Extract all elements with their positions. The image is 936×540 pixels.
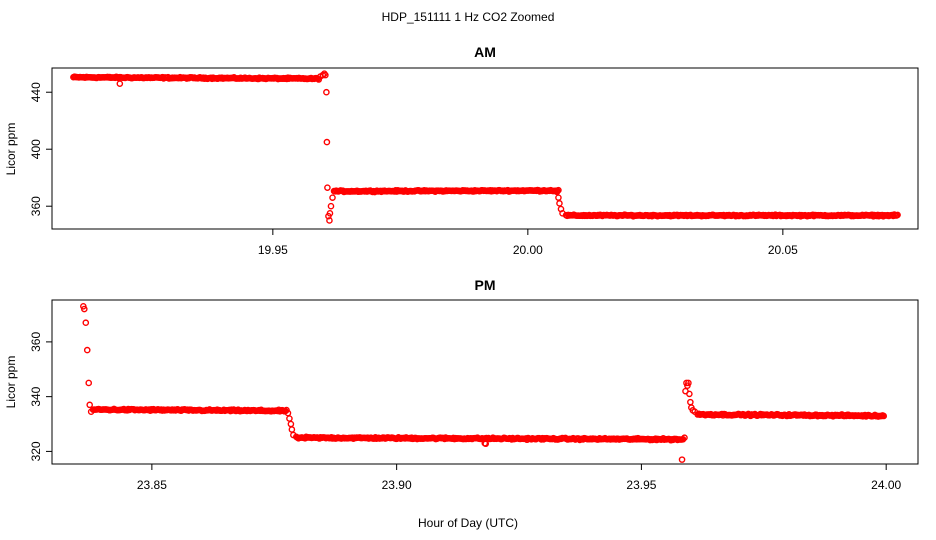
pm-x-axis: 23.85 23.90 23.95 24.00 <box>137 464 902 492</box>
am-data-point <box>323 88 330 96</box>
am-data-point <box>323 138 331 146</box>
pm-y-tick-label: 360 <box>29 332 43 352</box>
am-y-tick-label: 400 <box>29 139 43 159</box>
pm-data-point <box>686 390 693 398</box>
am-y-axis: 360 400 440 <box>29 82 52 216</box>
pm-y-tick-label: 320 <box>29 441 43 461</box>
pm-x-tick-label: 23.85 <box>137 478 167 492</box>
pm-data-point <box>286 415 293 422</box>
pm-y-tick-label: 340 <box>29 386 43 406</box>
pm-x-tick-label: 23.90 <box>382 478 412 492</box>
pm-data-point <box>880 412 888 420</box>
pm-data-point <box>687 398 694 406</box>
pm-panel-title: PM <box>475 277 496 293</box>
pm-data-point <box>83 346 91 354</box>
am-data-point <box>116 80 124 87</box>
pm-x-tick-label: 24.00 <box>871 478 901 492</box>
pm-y-axis: 320 340 360 <box>29 332 52 461</box>
am-data-point <box>555 194 562 201</box>
pm-data-point <box>86 401 93 409</box>
am-data-point <box>319 71 327 79</box>
am-data-point <box>329 194 336 201</box>
pm-data-point <box>685 379 692 387</box>
chart-title: HDP_151111 1 Hz CO2 Zoomed <box>382 10 555 24</box>
am-x-tick-label: 20.00 <box>513 243 543 257</box>
am-panel: AM 360 400 440 19.95 20.00 20.05 Licor ppm <box>4 44 919 257</box>
am-x-tick-label: 20.05 <box>768 243 798 257</box>
pm-data-point <box>81 305 88 313</box>
am-y-tick-label: 440 <box>29 82 43 102</box>
am-data-point <box>894 211 901 219</box>
pm-data-point <box>681 434 688 442</box>
pm-x-tick-label: 23.95 <box>626 478 656 492</box>
x-axis-label: Hour of Day (UTC) <box>418 516 518 530</box>
pm-data-point <box>87 408 95 416</box>
am-data-point <box>559 210 566 217</box>
pm-y-axis-label: Licor ppm <box>4 356 18 409</box>
am-y-tick-label: 360 <box>29 196 43 216</box>
am-data-point <box>556 200 563 207</box>
pm-data-point <box>287 420 295 428</box>
pm-data-point <box>678 456 686 463</box>
am-x-tick-label: 19.95 <box>258 243 288 257</box>
pm-data-point <box>290 431 297 439</box>
pm-data-point <box>82 319 90 327</box>
pm-plot-frame <box>51 299 919 465</box>
am-data-points <box>70 70 901 224</box>
pm-data-point <box>85 379 93 387</box>
am-data-point <box>327 202 335 210</box>
am-y-axis-label: Licor ppm <box>4 123 18 176</box>
am-data-point <box>324 184 331 191</box>
am-data-point <box>553 188 561 196</box>
pm-panel: PM 320 340 360 23.85 23.90 23.95 24.00 Licor … <box>4 277 919 492</box>
pm-data-point <box>691 408 699 416</box>
am-plot-frame <box>51 67 919 230</box>
pm-data-point <box>288 426 296 433</box>
pm-data-point <box>679 435 687 443</box>
am-data-point <box>326 210 334 217</box>
pm-data-points <box>80 302 888 463</box>
am-data-point <box>326 217 333 224</box>
am-panel-title: AM <box>474 44 496 60</box>
am-x-axis: 19.95 20.00 20.05 <box>258 229 798 257</box>
pm-data-point <box>482 440 490 448</box>
am-data-point <box>322 71 329 79</box>
